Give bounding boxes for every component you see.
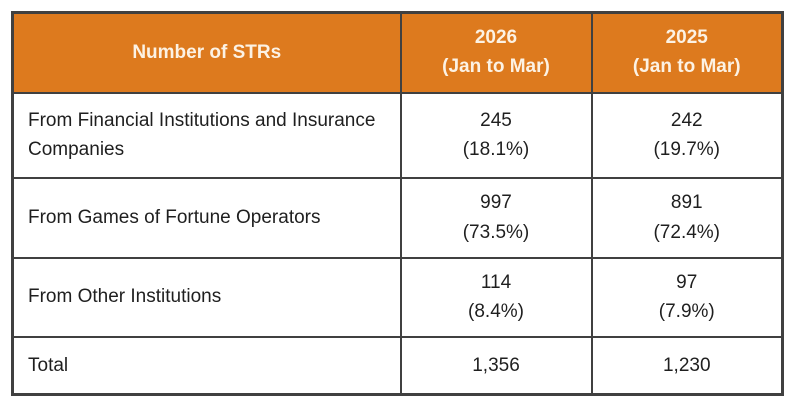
header-2025-year: 2025 bbox=[665, 27, 708, 49]
header-2026-period: (Jan to Mar) bbox=[442, 55, 550, 77]
header-2025-period: (Jan to Mar) bbox=[632, 55, 741, 77]
count-value: 997 bbox=[480, 192, 512, 214]
header-cell-2025: 2025 (Jan to Mar) bbox=[590, 11, 784, 94]
total-2025: 1,230 bbox=[590, 335, 784, 396]
value-2025: 891 (72.4%) bbox=[590, 176, 784, 259]
table-row-total: Total 1,356 1,230 bbox=[11, 335, 784, 396]
percent-value: (18.1%) bbox=[462, 139, 530, 160]
header-row: Number of STRs 2026 (Jan to Mar) 2025 (J… bbox=[11, 11, 784, 94]
value-2026: 245 (18.1%) bbox=[399, 91, 593, 179]
value-2025: 97 (7.9%) bbox=[590, 256, 784, 338]
count-value: 242 bbox=[670, 109, 703, 131]
str-table: Number of STRs 2026 (Jan to Mar) 2025 (J… bbox=[11, 11, 784, 396]
count-value: 114 bbox=[480, 271, 512, 293]
row-label: From Other Institutions bbox=[11, 256, 402, 338]
header-cell-2026: 2026 (Jan to Mar) bbox=[399, 11, 593, 94]
value-2026: 114 (8.4%) bbox=[399, 256, 593, 338]
table-row-financial-institutions: From Financial Institutions and Insuranc… bbox=[11, 91, 784, 179]
percent-value: (8.4%) bbox=[468, 301, 524, 322]
value-2025: 242 (19.7%) bbox=[590, 91, 784, 179]
table-row-games-of-fortune: From Games of Fortune Operators 997 (73.… bbox=[11, 176, 784, 259]
row-label: From Financial Institutions and Insuranc… bbox=[11, 91, 402, 179]
total-2026: 1,356 bbox=[399, 335, 593, 396]
value-2026: 997 (73.5%) bbox=[399, 176, 593, 259]
percent-value: (73.5%) bbox=[462, 221, 530, 243]
header-cell-number-of-strs: Number of STRs bbox=[11, 11, 402, 94]
total-label: Total bbox=[11, 335, 402, 396]
count-value: 97 bbox=[676, 271, 698, 293]
header-2026-year: 2026 bbox=[474, 27, 518, 49]
row-label: From Games of Fortune Operators bbox=[11, 176, 402, 259]
percent-value: (19.7%) bbox=[653, 139, 721, 160]
table-row-other-institutions: From Other Institutions 114 (8.4%) 97 (7… bbox=[11, 256, 784, 338]
str-table-container: Number of STRs 2026 (Jan to Mar) 2025 (J… bbox=[11, 11, 784, 396]
percent-value: (72.4%) bbox=[653, 221, 721, 243]
count-value: 245 bbox=[480, 109, 512, 131]
count-value: 891 bbox=[670, 192, 703, 214]
percent-value: (7.9%) bbox=[658, 301, 715, 322]
